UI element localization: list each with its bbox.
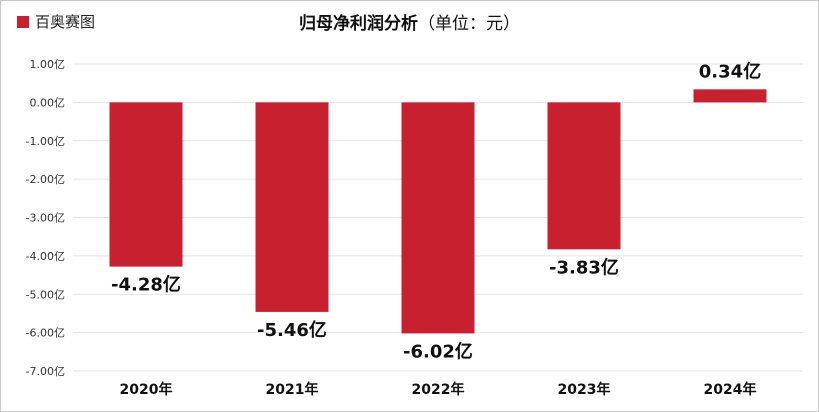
- legend-label: 百奥赛图: [35, 13, 96, 31]
- x-tick-label: 2024年: [704, 381, 757, 398]
- y-tick-label: 1.00亿: [30, 58, 66, 71]
- data-label: -3.83亿: [549, 256, 619, 278]
- y-tick-label: -5.00亿: [26, 288, 65, 301]
- x-tick-label: 2022年: [412, 381, 465, 398]
- legend-swatch: [17, 15, 29, 28]
- legend: 百奥赛图: [17, 11, 95, 32]
- y-tick-label: -3.00亿: [26, 212, 65, 225]
- y-tick-label: -7.00亿: [26, 365, 65, 378]
- y-tick-label: -6.00亿: [26, 327, 65, 340]
- data-label: 0.34亿: [699, 60, 761, 82]
- bar: [255, 102, 329, 312]
- bar: [401, 102, 475, 334]
- bar: [693, 89, 767, 103]
- data-label: -4.28亿: [111, 274, 181, 296]
- x-tick-label: 2020年: [120, 381, 173, 398]
- data-label: -5.46亿: [257, 319, 327, 341]
- bar: [547, 102, 621, 250]
- chart-title: 归母净利润分析（单位：元）: [1, 9, 818, 34]
- x-tick-label: 2021年: [266, 381, 319, 398]
- y-tick-label: -2.00亿: [26, 173, 65, 186]
- x-tick-label: 2023年: [558, 381, 611, 398]
- chart-title-main: 归母净利润分析: [299, 14, 418, 34]
- y-tick-label: -1.00亿: [26, 135, 65, 148]
- y-tick-label: 0.00亿: [30, 96, 66, 109]
- y-tick-label: -4.00亿: [26, 250, 65, 263]
- chart-title-unit: （单位：元）: [418, 14, 520, 34]
- data-label: -6.02亿: [403, 340, 473, 362]
- bar: [109, 102, 183, 267]
